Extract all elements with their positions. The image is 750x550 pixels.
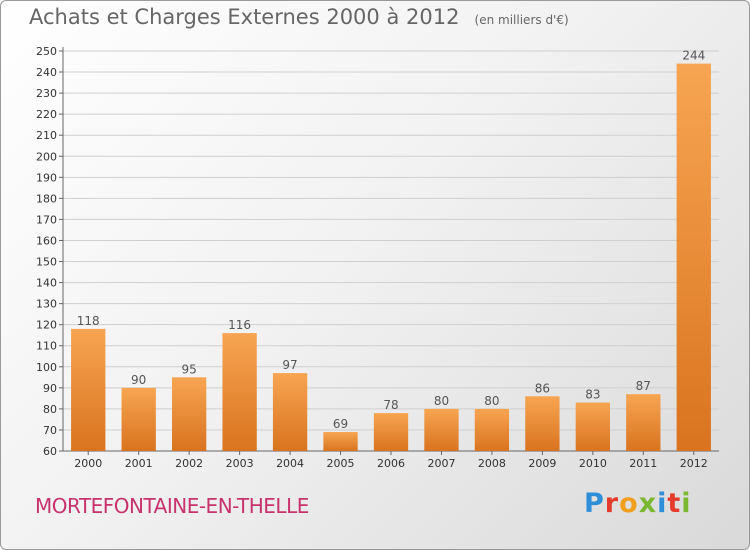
x-tick-label: 2001: [125, 457, 153, 470]
y-tick-label: 170: [36, 213, 57, 226]
logo-letter: r: [604, 488, 620, 519]
bar-2011: [626, 394, 661, 451]
y-tick-label: 240: [36, 66, 57, 79]
y-tick-label: 160: [36, 234, 57, 247]
x-tick-label: 2009: [528, 457, 556, 470]
bar-value-label: 118: [77, 314, 100, 328]
bar-value-label: 69: [333, 417, 348, 431]
y-tick-label: 190: [36, 171, 57, 184]
x-tick-label: 2010: [579, 457, 607, 470]
bar-value-label: 95: [182, 362, 197, 376]
x-tick-label: 2000: [74, 457, 102, 470]
y-tick-label: 210: [36, 129, 57, 142]
x-tick-label: 2005: [327, 457, 355, 470]
bar-value-label: 80: [434, 394, 449, 408]
bar-2012: [676, 63, 711, 451]
bar-value-label: 87: [636, 379, 651, 393]
labels: 118 90 95 116 97 69 78 80 80 86 83 87 244: [77, 49, 705, 431]
chart-subtitle: (en milliers d'€): [474, 13, 569, 27]
commune-name: MORTEFONTAINE-EN-THELLE: [35, 494, 309, 518]
bars: [71, 63, 711, 451]
bar-value-label: 97: [282, 358, 297, 372]
logo-letter: i: [657, 488, 668, 519]
bar-2007: [424, 408, 459, 451]
x-tick-label: 2003: [226, 457, 254, 470]
y-tick-label: 60: [43, 445, 57, 458]
proxiti-logo[interactable]: Proxiti: [584, 488, 692, 519]
y-tick-label: 220: [36, 108, 57, 121]
y-tick-label: 100: [36, 361, 57, 374]
logo-letter: t: [667, 488, 682, 519]
x-tick-label: 2006: [377, 457, 405, 470]
y-tick-label: 120: [36, 319, 57, 332]
logo-letter: i: [681, 488, 692, 519]
bar-value-label: 244: [682, 49, 705, 63]
bar-value-label: 80: [484, 394, 499, 408]
bar-value-label: 78: [383, 398, 398, 412]
logo-letter: o: [619, 488, 639, 519]
bar-2002: [171, 377, 207, 451]
y-tick-label: 150: [36, 256, 57, 269]
y-tick-label: 140: [36, 277, 57, 290]
y-tick-label: 70: [43, 424, 57, 437]
y-tick-label: 90: [43, 382, 57, 395]
chart-title: Achats et Charges Externes 2000 à 2012: [29, 5, 460, 29]
x-tick-label: 2004: [276, 457, 304, 470]
logo-letter: P: [584, 488, 605, 519]
bar-2005: [323, 432, 358, 451]
bar-value-label: 86: [535, 381, 550, 395]
bar-2003: [222, 333, 257, 451]
bar-value-label: 90: [131, 373, 146, 387]
x-tick-label: 2008: [478, 457, 506, 470]
title-row: Achats et Charges Externes 2000 à 2012 (…: [29, 5, 569, 29]
logo-letter: x: [638, 488, 658, 519]
axes: 60 70 80 90 100 110 120 130 140 150 160 170 180 190 20…: [36, 45, 719, 470]
bar-value-label: 116: [228, 318, 251, 332]
y-tick-label: 180: [36, 192, 57, 205]
bar-2006: [373, 413, 409, 451]
bar-2009: [525, 396, 560, 451]
y-tick-label: 230: [36, 87, 57, 100]
x-tick-label: 2002: [175, 457, 203, 470]
y-tick-label: 110: [36, 340, 57, 353]
bar-2001: [121, 387, 156, 451]
grid-lines: [63, 50, 719, 431]
bar-2000: [71, 328, 106, 451]
y-tick-label: 250: [36, 45, 57, 58]
bar-2008: [474, 408, 510, 451]
y-tick-label: 80: [43, 403, 57, 416]
x-tick-label: 2012: [680, 457, 708, 470]
x-tick-label: 2011: [629, 457, 657, 470]
x-tick-label: 2007: [427, 457, 455, 470]
bar-value-label: 83: [585, 388, 600, 402]
bar-2004: [272, 373, 308, 451]
bar-2010: [575, 402, 611, 451]
y-tick-label: 200: [36, 150, 57, 163]
y-tick-label: 130: [36, 298, 57, 311]
